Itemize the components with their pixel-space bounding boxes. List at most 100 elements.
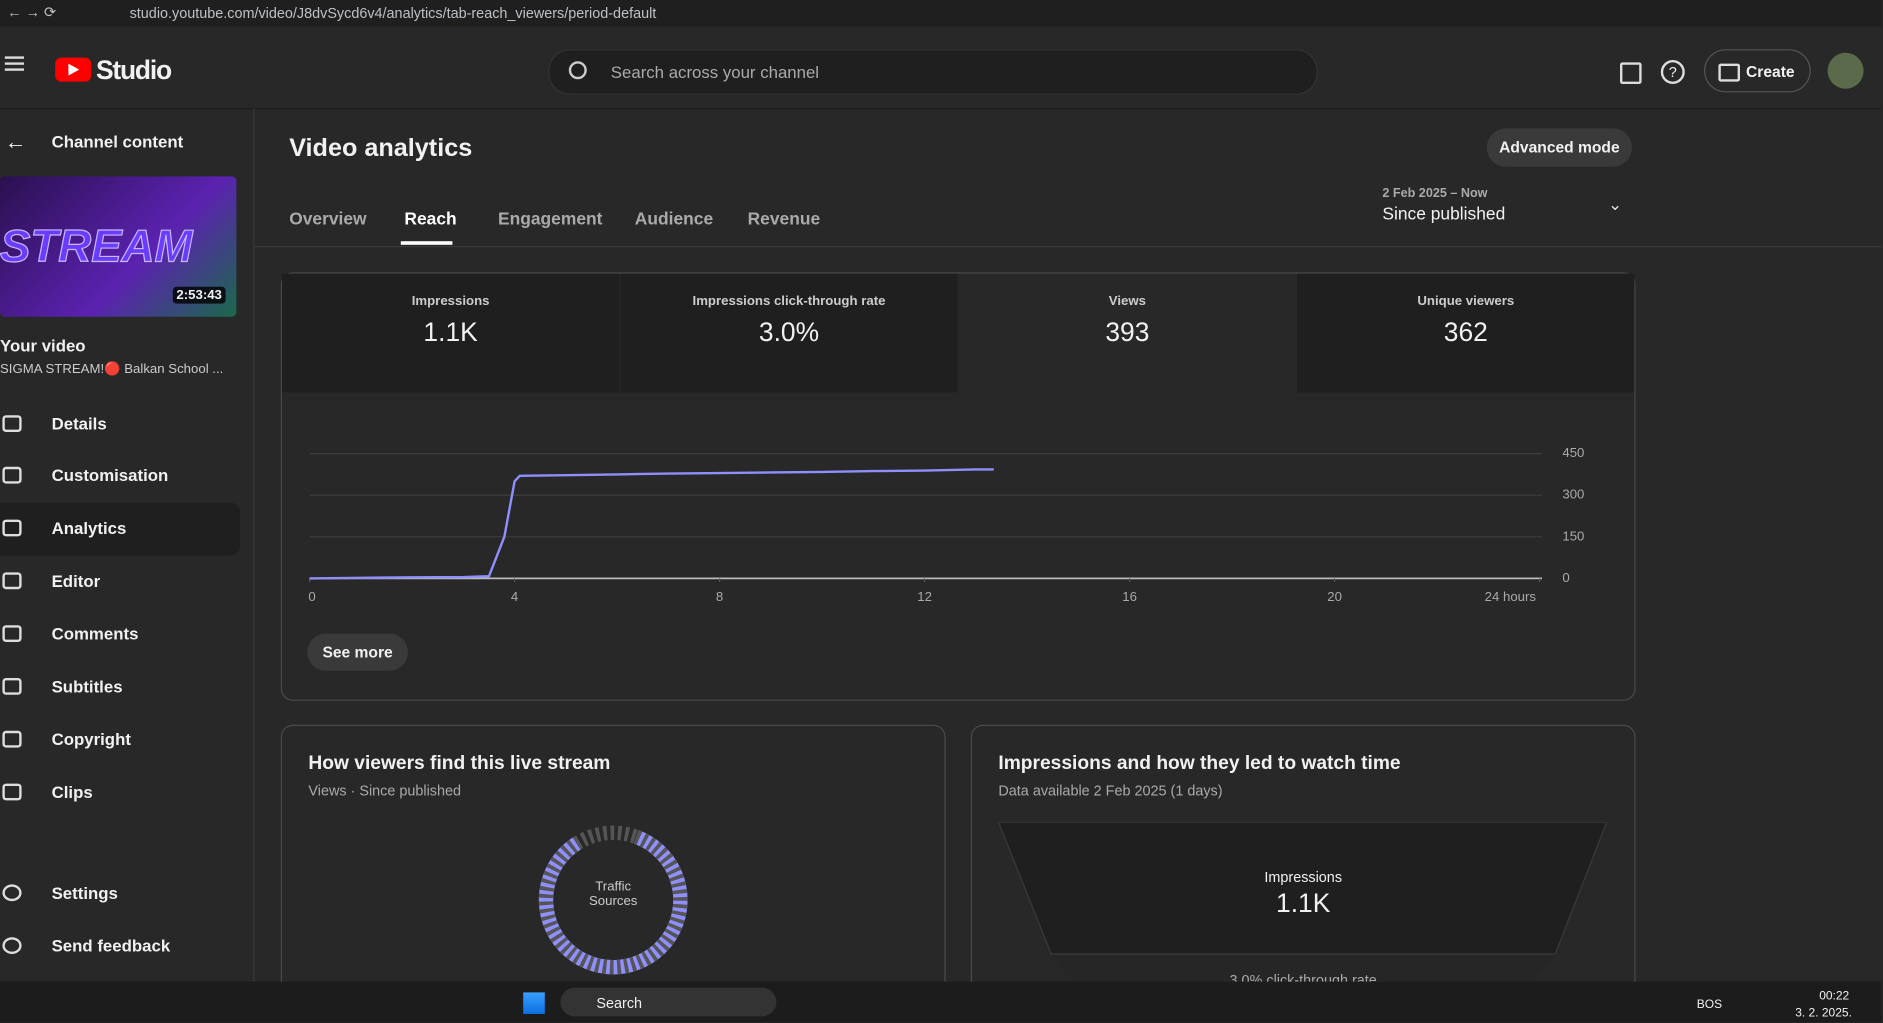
language[interactable]: BOS: [1696, 998, 1723, 1012]
y-tick-label: 150: [1562, 528, 1584, 543]
header: Studio Search across your channel ? Crea…: [0, 26, 1882, 110]
x-tick-label: 12: [917, 589, 932, 604]
tab-underline: [400, 241, 453, 245]
help-icon[interactable]: ?: [1660, 60, 1685, 84]
date-range: 2 Feb 2025 – Now: [1382, 186, 1488, 201]
chart: 0 150 300 450 0 4 8 12 16 20 24 hours: [308, 445, 1584, 604]
nav-item[interactable]: Customisation: [51, 465, 169, 485]
taskbar-search-label: Search: [596, 994, 643, 1012]
back-arrow[interactable]: ←: [4, 129, 27, 154]
see-more-button[interactable]: See more: [307, 633, 409, 671]
nav-icon: [2, 466, 22, 484]
clock-time[interactable]: 00:22: [1819, 990, 1850, 1004]
x-tick-label: 24 hours: [1485, 589, 1537, 604]
nav-item[interactable]: Details: [51, 414, 107, 434]
taskbar-search[interactable]: Search: [560, 987, 777, 1017]
sidebar: ← Channel content STREAM 2:53:43 Your vi…: [0, 108, 255, 982]
funnel-label: Impressions: [1264, 868, 1343, 886]
period-dropdown[interactable]: ⌄: [1608, 194, 1623, 214]
metric-label: Unique viewers: [1417, 294, 1515, 309]
taskbar: Search BOS 00:22 3. 2. 2025.: [0, 981, 1882, 1023]
advanced-label: Advanced mode: [1499, 138, 1620, 156]
tab[interactable]: Audience: [634, 210, 714, 230]
create-label: Create: [1746, 62, 1795, 81]
footer-item[interactable]: Send feedback: [51, 936, 171, 956]
y-tick-label: 300: [1562, 487, 1584, 502]
x-tick-label: 20: [1327, 589, 1342, 604]
browser-bar: ← → ⟳ studio.youtube.com/video/J8dvSycd6…: [0, 0, 1882, 27]
footer-icon: [2, 937, 22, 955]
y-tick-label: 450: [1562, 445, 1584, 460]
footer-icon: [2, 884, 22, 902]
x-tick-label: 8: [716, 589, 723, 604]
thumbnail[interactable]: STREAM 2:53:43: [0, 176, 237, 317]
funnel: [998, 822, 1608, 991]
see-more-label: See more: [322, 643, 393, 662]
search-placeholder: Search across your channel: [610, 62, 820, 82]
nav-icon: [2, 519, 22, 537]
nav-icon: [2, 415, 22, 433]
period[interactable]: Since published: [1382, 205, 1506, 225]
nav-item[interactable]: Copyright: [51, 729, 131, 749]
search-box[interactable]: Search across your channel: [548, 49, 1318, 95]
url[interactable]: studio.youtube.com/video/J8dvSycd6v4/ana…: [129, 4, 657, 22]
metric-label: Impressions click-through rate: [692, 294, 886, 309]
avatar[interactable]: [1827, 52, 1864, 89]
logo-text[interactable]: Studio: [96, 55, 172, 86]
metric-tile[interactable]: Views 393: [958, 273, 1296, 393]
metric-tile[interactable]: Impressions click-through rate 3.0%: [620, 273, 958, 393]
metric-tile[interactable]: Impressions 1.1K: [282, 273, 620, 393]
metric-tile[interactable]: Unique viewers 362: [1297, 273, 1635, 393]
funnel-subtitle: Data available 2 Feb 2025 (1 days): [998, 782, 1223, 800]
x-tick-label: 0: [308, 589, 315, 604]
your-video: Your video: [0, 336, 86, 356]
nav-icon: [2, 625, 22, 642]
tab[interactable]: Engagement: [498, 210, 603, 230]
active-nav-bg: [0, 502, 241, 556]
metric-value: 3.0%: [758, 316, 820, 347]
funnel-second: [1051, 955, 1556, 991]
nav-item[interactable]: Clips: [51, 782, 93, 802]
advanced-mode-button[interactable]: Advanced mode: [1486, 128, 1633, 167]
nav-item[interactable]: Subtitles: [51, 676, 123, 696]
create-button[interactable]: Create: [1704, 49, 1811, 93]
start-button[interactable]: [523, 992, 545, 1015]
line: [309, 468, 994, 580]
footer-item[interactable]: Settings: [51, 883, 118, 903]
logo-play: [68, 63, 80, 76]
funnel-top: [998, 822, 1608, 955]
nav-item[interactable]: Comments: [51, 624, 139, 644]
clock-date[interactable]: 3. 2. 2025.: [1795, 1006, 1852, 1021]
y-tick-label: 0: [1562, 570, 1569, 585]
metric-label: Impressions: [411, 294, 490, 309]
duration: 2:53:43: [172, 286, 226, 304]
nav-item[interactable]: Analytics: [51, 518, 127, 538]
video-title: SIGMA STREAM!🔴 Balkan School ...: [0, 362, 224, 377]
donut-small-segments[interactable]: [535, 822, 691, 978]
nav-item[interactable]: Editor: [51, 571, 101, 591]
tab[interactable]: Revenue: [747, 210, 821, 230]
metric-value: 393: [1105, 316, 1150, 347]
nav-icon: [2, 730, 22, 748]
traffic-subtitle: Views · Since published: [308, 782, 462, 800]
menu-icon[interactable]: [4, 62, 25, 65]
funnel-card: Impressions and how they led to watch ti…: [970, 724, 1636, 1023]
traffic-title: How viewers find this live stream: [308, 753, 611, 775]
create-icon: [1718, 63, 1741, 82]
page-title: Video analytics: [289, 134, 473, 162]
donut-label: Traffic Sources: [588, 879, 638, 909]
tab[interactable]: Reach: [404, 210, 457, 230]
traffic-card: How viewers find this live stream Views …: [280, 724, 946, 1023]
x-tick-label: 4: [511, 589, 518, 604]
x-tick-label: 16: [1122, 589, 1137, 604]
nav-arrows[interactable]: ← → ⟳: [7, 3, 57, 21]
tab[interactable]: Overview: [289, 210, 367, 230]
messages-icon[interactable]: [1620, 62, 1642, 84]
nav-icon: [2, 678, 22, 695]
back-link[interactable]: Channel content: [51, 132, 184, 152]
nav-icon: [2, 783, 22, 801]
tabs-divider: [254, 246, 1882, 248]
